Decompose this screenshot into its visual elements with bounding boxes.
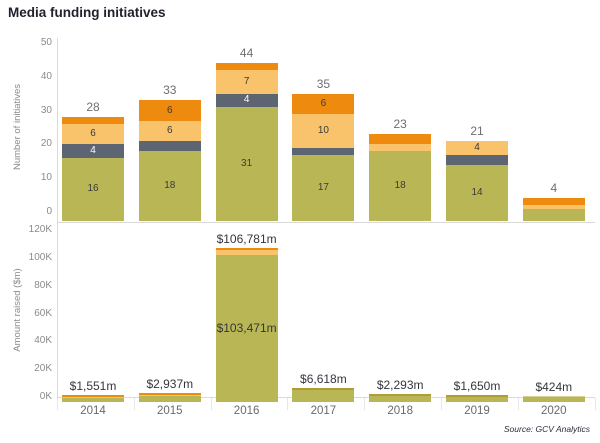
- bar-total-label: 28: [63, 100, 123, 114]
- amount-inner-label: $103,471m: [202, 321, 292, 335]
- segment-value-label: 14: [446, 187, 508, 198]
- x-axis-year-label: 2017: [288, 405, 358, 417]
- bar-total-label: 21: [447, 124, 507, 138]
- top-chart-tick-label: 40: [18, 71, 52, 82]
- x-axis-year-label: 2016: [212, 405, 282, 417]
- bottom-chart-tick-label: 60K: [18, 308, 52, 319]
- top-chart-tick-label: 20: [18, 138, 52, 149]
- chart-separator-line: [57, 222, 595, 223]
- slate-segment: [446, 155, 508, 165]
- segment-value-label: 18: [139, 180, 201, 191]
- amount-total-label: $106,781m: [202, 232, 292, 246]
- page-title: Media funding initiatives: [8, 5, 166, 20]
- segment-value-label: 6: [292, 98, 354, 109]
- bottom-chart-tick-label: 100K: [18, 252, 52, 263]
- segment-value-label: 7: [216, 76, 278, 87]
- segment-value-label: 17: [292, 182, 354, 193]
- amount-bar-pale-cap: [523, 396, 585, 398]
- bottom-chart-tick-label: 40K: [18, 335, 52, 346]
- segment-value-label: 6: [139, 105, 201, 116]
- segment-value-label: 18: [369, 180, 431, 191]
- x-axis-boundary-tick: [57, 398, 58, 410]
- top-chart-tick-label: 0: [18, 206, 52, 217]
- bar-total-label: 23: [370, 117, 430, 131]
- dark-orange-segment: [62, 117, 124, 124]
- bottom-chart-tick-label: 20K: [18, 363, 52, 374]
- y-axis-line: [57, 38, 58, 410]
- dark-orange-segment: [216, 63, 278, 70]
- x-axis-boundary-tick: [134, 398, 135, 410]
- segment-value-label: 6: [139, 125, 201, 136]
- x-axis-year-label: 2020: [519, 405, 589, 417]
- segment-value-label: 31: [216, 158, 278, 169]
- x-axis-boundary-tick: [287, 398, 288, 410]
- segment-value-label: 4: [216, 94, 278, 105]
- dark-orange-segment: [369, 134, 431, 144]
- slate-segment: [292, 148, 354, 155]
- top-chart-tick-label: 10: [18, 172, 52, 183]
- top-chart-tick-label: 50: [18, 37, 52, 48]
- bottom-chart-tick-label: 0K: [18, 391, 52, 402]
- bottom-chart-tick-label: 120K: [18, 224, 52, 235]
- amount-bar-light-orange-cap: [62, 397, 124, 399]
- x-axis-boundary-tick: [441, 398, 442, 410]
- light-orange-segment: [369, 144, 431, 151]
- x-axis-year-label: 2015: [135, 405, 205, 417]
- amount-bar-gold-cap: [446, 395, 508, 397]
- olive-segment: [523, 209, 585, 221]
- slate-segment: [139, 141, 201, 151]
- bar-total-label: 35: [293, 77, 353, 91]
- amount-total-label: $2,937m: [125, 377, 215, 391]
- amount-bar-light-orange-cap: [139, 395, 201, 397]
- bar-total-label: 4: [524, 181, 584, 195]
- segment-value-label: 6: [62, 128, 124, 139]
- amount-bar-gold-cap: [292, 388, 354, 390]
- amount-bar-gold-cap: [369, 394, 431, 396]
- bar-total-label: 33: [140, 83, 200, 97]
- top-chart-tick-label: 30: [18, 105, 52, 116]
- x-axis-boundary-tick: [595, 398, 596, 410]
- x-axis-year-label: 2014: [58, 405, 128, 417]
- amount-total-label: $424m: [509, 380, 599, 394]
- light-orange-segment: [523, 205, 585, 208]
- dark-orange-segment: [523, 198, 585, 205]
- x-axis-year-label: 2018: [365, 405, 435, 417]
- amount-bar-olive: [292, 388, 354, 402]
- segment-value-label: 4: [62, 145, 124, 156]
- x-axis-boundary-tick: [518, 398, 519, 410]
- segment-value-label: 4: [446, 142, 508, 153]
- bar-total-label: 44: [217, 46, 277, 60]
- source-credit: Source: GCV Analytics: [400, 424, 590, 434]
- bottom-chart-tick-label: 80K: [18, 280, 52, 291]
- x-axis-boundary-tick: [211, 398, 212, 410]
- segment-value-label: 10: [292, 125, 354, 136]
- x-axis-boundary-tick: [364, 398, 365, 410]
- x-axis-year-label: 2019: [442, 405, 512, 417]
- segment-value-label: 16: [62, 183, 124, 194]
- chart-canvas: Media funding initiatives Number of init…: [0, 0, 600, 443]
- amount-bar-light-orange-cap: [216, 250, 278, 255]
